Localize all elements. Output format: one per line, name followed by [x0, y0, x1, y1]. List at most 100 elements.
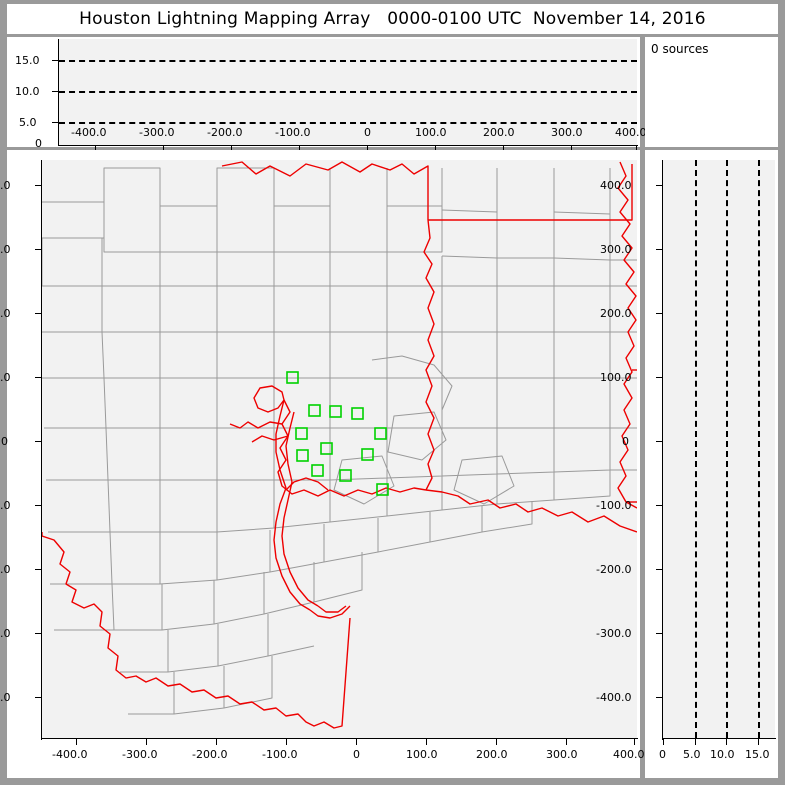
station-marker[interactable]	[295, 427, 308, 440]
map-xtick-m100	[286, 739, 287, 745]
time-altitude-plot-area[interactable]	[59, 39, 637, 145]
gridline-5	[59, 122, 637, 124]
map-plot-area[interactable]	[42, 160, 637, 738]
county-borders	[42, 167, 637, 715]
source-count-panel: 0 sources	[645, 37, 778, 147]
hist-ytick-m200	[656, 569, 663, 570]
hist-xtick-10	[726, 739, 727, 745]
hist-ylabel-m100: -100.0	[596, 499, 632, 512]
station-marker[interactable]	[374, 427, 387, 440]
page-title: Houston Lightning Mapping Array 0000-010…	[79, 9, 706, 29]
map-xlabel-m100: -100.0	[262, 748, 298, 761]
hist-ytick-0	[656, 441, 663, 442]
top-xlabel-400: 400.0	[615, 126, 647, 139]
map-xtick-100	[426, 739, 427, 745]
top-xtick-m100	[299, 146, 300, 152]
top-xlabel-300: 300.0	[551, 126, 583, 139]
station-marker[interactable]	[376, 483, 389, 496]
map-ytick-m400	[35, 697, 42, 698]
top-ytick-10	[52, 91, 59, 92]
top-ytick-label-0: 0	[35, 137, 42, 150]
hist-gridline-15	[758, 160, 760, 738]
time-altitude-panel[interactable]: 15.0 10.0 5.0 0	[7, 37, 640, 152]
top-xlabel-200: 200.0	[483, 126, 515, 139]
station-marker[interactable]	[320, 442, 333, 455]
hist-ytick-200	[656, 313, 663, 314]
map-x-axis	[41, 738, 638, 739]
map-geometry	[42, 161, 637, 729]
top-xlabel-100: 100.0	[415, 126, 447, 139]
hist-xtick-15	[758, 739, 759, 745]
top-ytick-15	[52, 60, 59, 61]
map-xtick-400	[634, 739, 635, 745]
top-xtick-0	[367, 146, 368, 152]
map-ylabel-m300: -300.0	[0, 627, 11, 640]
map-xlabel-m300: -300.0	[122, 748, 158, 761]
map-xlabel-0: 0	[353, 748, 360, 761]
map-ylabel-100: 100.0	[0, 371, 11, 384]
map-xtick-0	[356, 739, 357, 745]
top-xtick-200	[503, 146, 504, 152]
map-xlabel-400: 400.0	[613, 748, 645, 761]
map-ytick-100	[35, 377, 42, 378]
hist-ytick-400	[656, 185, 663, 186]
map-ylabel-300: 300.0	[0, 243, 11, 256]
hist-ylabel-m400: -400.0	[596, 691, 632, 704]
map-ytick-m300	[35, 633, 42, 634]
hist-xlabel-15: 15.0	[745, 748, 770, 761]
top-ytick-label-10: 10.0	[15, 85, 40, 98]
top-xtick-300	[571, 146, 572, 152]
map-xtick-200	[496, 739, 497, 745]
station-marker[interactable]	[296, 449, 309, 462]
hist-y-axis	[662, 160, 663, 740]
map-ytick-m200	[35, 569, 42, 570]
map-ytick-0	[35, 441, 42, 442]
top-xlabel-m300: -300.0	[139, 126, 175, 139]
station-marker[interactable]	[351, 407, 364, 420]
state-borders	[42, 161, 637, 729]
hist-ytick-100	[656, 377, 663, 378]
plan-view-map-panel[interactable]: 400.0 300.0 200.0 100.0 0 -100.0 -200.0 …	[0, 150, 645, 778]
lma-station-markers[interactable]	[286, 371, 389, 496]
hist-ytick-m400	[656, 697, 663, 698]
top-xtick-m200	[231, 146, 232, 152]
map-ylabel-m400: -400.0	[0, 691, 11, 704]
station-marker[interactable]	[311, 464, 324, 477]
source-count-label: 0 sources	[651, 42, 709, 56]
map-ylabel-m100: -100.0	[0, 499, 11, 512]
station-marker[interactable]	[361, 448, 374, 461]
hist-xtick-5	[695, 739, 696, 745]
hist-ylabel-200: 200.0	[600, 307, 632, 320]
map-xtick-m300	[146, 739, 147, 745]
map-ylabel-400: 400.0	[0, 179, 11, 192]
station-marker[interactable]	[308, 404, 321, 417]
hist-gridline-5	[695, 160, 697, 738]
hist-ytick-m300	[656, 633, 663, 634]
map-xlabel-200: 200.0	[476, 748, 508, 761]
station-marker[interactable]	[339, 469, 352, 482]
map-xlabel-m200: -200.0	[192, 748, 228, 761]
top-panel-y-axis	[58, 39, 59, 145]
map-xtick-m200	[216, 739, 217, 745]
map-xlabel-300: 300.0	[546, 748, 578, 761]
hist-ylabel-100: 100.0	[600, 371, 632, 384]
gridline-15	[59, 60, 637, 62]
hist-ylabel-300: 300.0	[600, 243, 632, 256]
top-xtick-m400	[95, 146, 96, 152]
hist-xlabel-5: 5.0	[683, 748, 701, 761]
hist-xlabel-10: 10.0	[710, 748, 735, 761]
altitude-histogram-panel[interactable]: 400.0 300.0 200.0 100.0 0 -100.0 -200.0 …	[596, 150, 778, 778]
station-marker[interactable]	[329, 405, 342, 418]
top-xtick-100	[435, 146, 436, 152]
hist-xlabel-0: 0	[659, 748, 666, 761]
top-panel-x-axis	[58, 145, 638, 146]
gridline-10	[59, 91, 637, 93]
hist-xtick-0	[663, 739, 664, 745]
histogram-plot-area[interactable]	[663, 160, 775, 738]
station-marker[interactable]	[286, 371, 299, 384]
top-xlabel-m100: -100.0	[275, 126, 311, 139]
top-xlabel-0: 0	[364, 126, 371, 139]
hist-x-axis	[662, 738, 776, 739]
hist-gridline-10	[726, 160, 728, 738]
